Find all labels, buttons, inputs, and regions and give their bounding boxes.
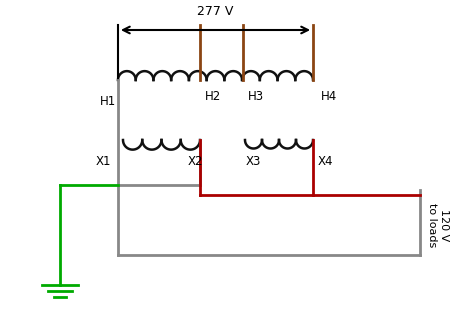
- Text: 120 V
to loads: 120 V to loads: [427, 203, 449, 247]
- Text: X4: X4: [318, 155, 334, 168]
- Text: X2: X2: [188, 155, 203, 168]
- Text: 277 V: 277 V: [197, 5, 234, 18]
- Text: H3: H3: [248, 90, 264, 103]
- Text: X1: X1: [96, 155, 111, 168]
- Text: H1: H1: [100, 95, 116, 108]
- Text: H2: H2: [205, 90, 221, 103]
- Text: H4: H4: [321, 90, 337, 103]
- Text: X3: X3: [246, 155, 261, 168]
